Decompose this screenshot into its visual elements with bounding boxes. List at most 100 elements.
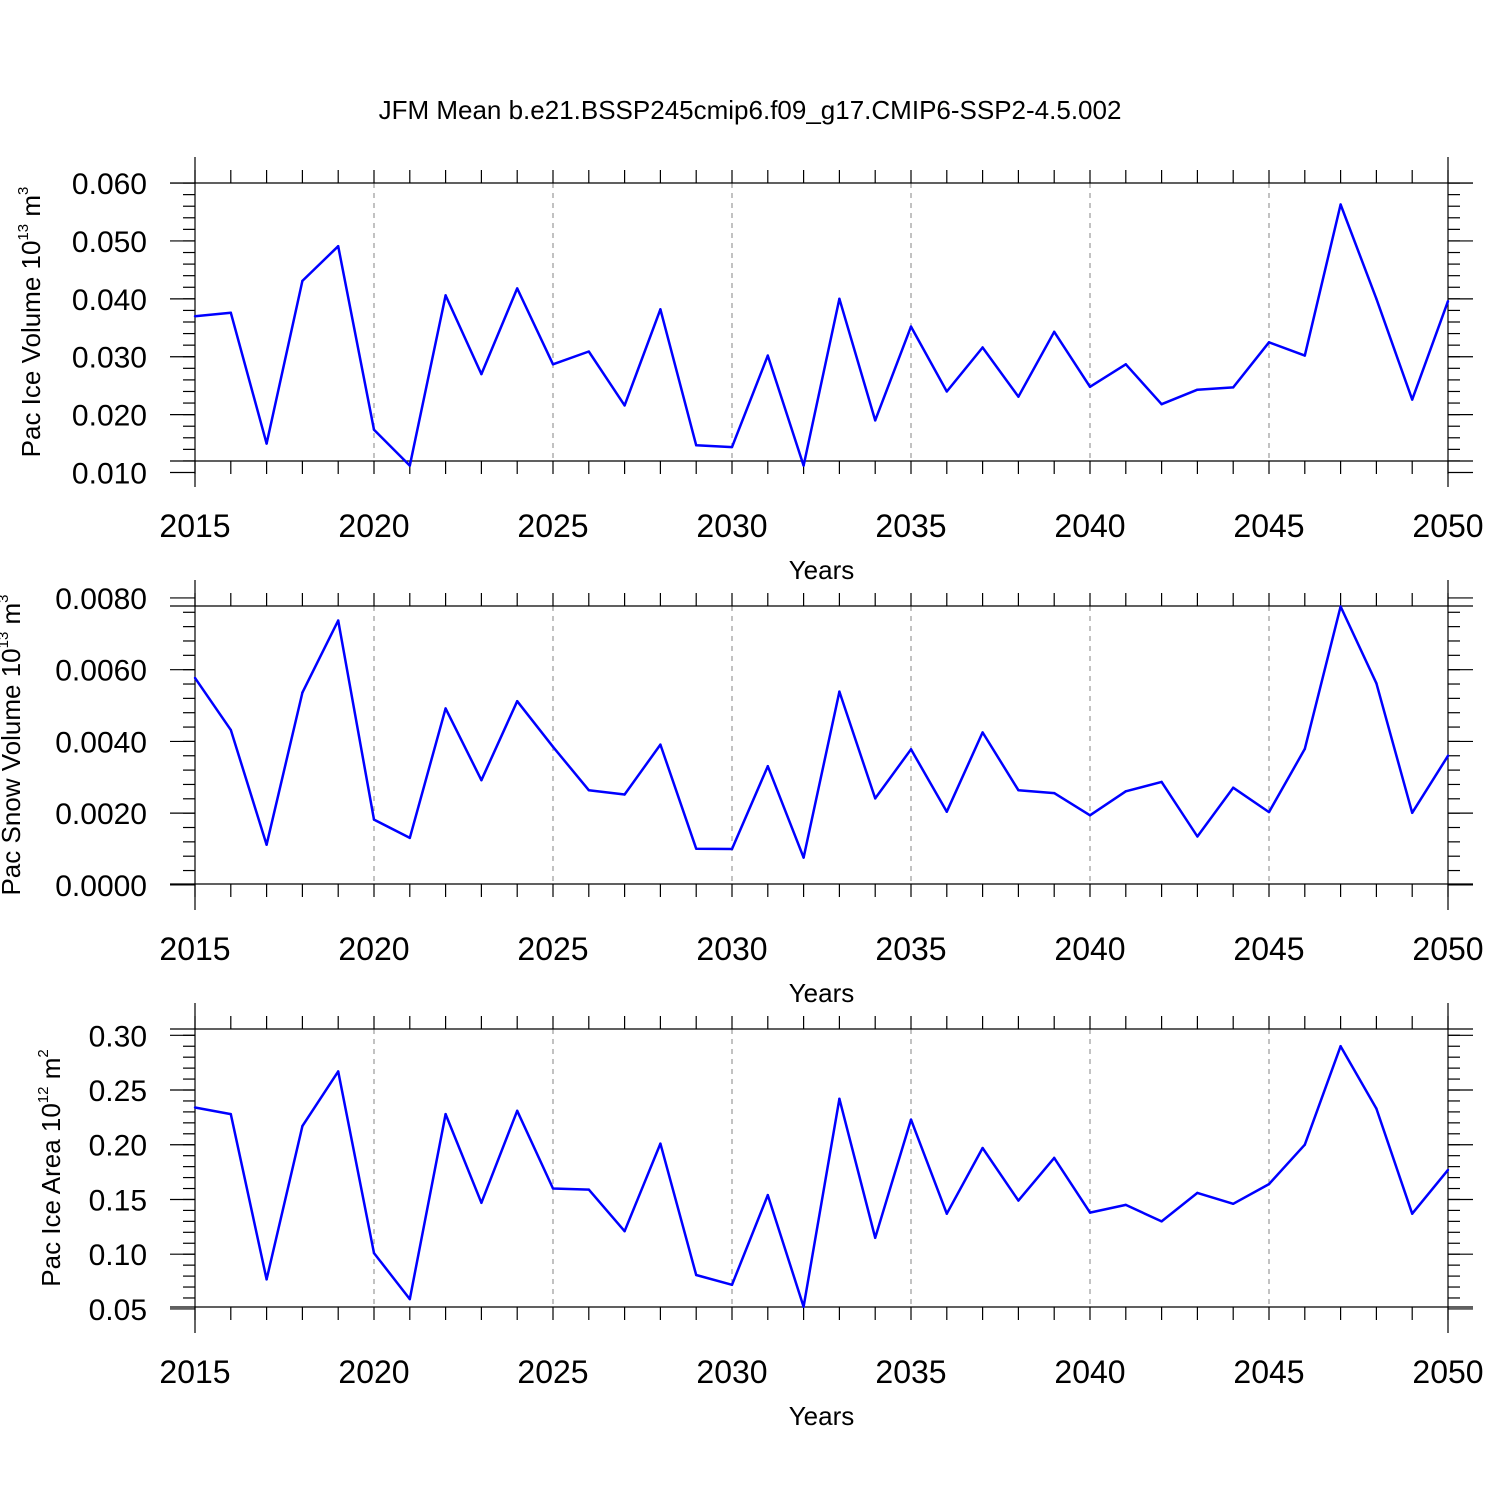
data-point bbox=[802, 464, 805, 467]
data-point bbox=[838, 690, 841, 693]
y-tick-label: 0.040 bbox=[72, 284, 147, 317]
data-point bbox=[1303, 354, 1307, 357]
data-point bbox=[1053, 330, 1056, 334]
panel-3: 0.05 0.10 0.15 0.20 0.25 0.30 2015 2020 2025 2030… bbox=[35, 1003, 1484, 1431]
data-point bbox=[408, 836, 411, 840]
chart-title: JFM Mean b.e21.BSSP245cmip6.f09_g17.CMIP… bbox=[379, 95, 1122, 125]
data-point bbox=[587, 788, 590, 792]
data-point bbox=[909, 325, 913, 328]
x-tick-label: 2025 bbox=[517, 508, 588, 544]
y-axis-title: Pac Ice Area 1012 m2 bbox=[35, 1049, 66, 1286]
x-tick-label: 2030 bbox=[696, 1354, 767, 1390]
y-tick-label: 0.20 bbox=[89, 1130, 147, 1163]
data-point bbox=[1196, 1191, 1199, 1195]
data-point bbox=[193, 1106, 197, 1109]
data-point bbox=[1124, 363, 1128, 366]
y-axis-title-part: Pac Ice Area 10 bbox=[36, 1103, 66, 1287]
data-point bbox=[623, 793, 626, 796]
series-line bbox=[193, 605, 1450, 859]
data-point bbox=[1053, 1156, 1056, 1160]
data-point bbox=[1375, 1107, 1378, 1110]
data-point bbox=[874, 419, 877, 422]
data-point bbox=[265, 843, 268, 846]
data-point bbox=[1375, 682, 1378, 685]
data-point bbox=[1339, 1045, 1342, 1048]
y-tick-label: 0.0060 bbox=[55, 655, 147, 688]
data-point bbox=[1446, 1168, 1450, 1172]
data-point bbox=[1303, 747, 1307, 751]
data-point bbox=[838, 297, 841, 301]
data-point bbox=[1303, 1143, 1307, 1146]
data-point bbox=[1411, 398, 1414, 401]
data-point bbox=[623, 404, 626, 407]
data-point bbox=[766, 1193, 769, 1197]
data-point bbox=[909, 748, 913, 751]
x-tick-label: 2025 bbox=[517, 931, 588, 967]
data-point bbox=[766, 354, 769, 357]
x-tick-label: 2050 bbox=[1412, 1354, 1483, 1390]
y-axis-title-exponent: 3 bbox=[0, 594, 12, 602]
x-tick-label: 2015 bbox=[159, 508, 230, 544]
data-point bbox=[1411, 1212, 1414, 1215]
data-point bbox=[1232, 386, 1235, 389]
series-line bbox=[194, 203, 1450, 467]
data-point bbox=[1124, 790, 1128, 793]
data-point bbox=[981, 1146, 984, 1150]
data-point bbox=[1411, 811, 1414, 814]
y-tick-label: 0.020 bbox=[72, 400, 147, 433]
y-tick-label: 0.0020 bbox=[55, 798, 147, 831]
y-axis-title-part: m bbox=[0, 603, 26, 632]
data-point bbox=[193, 315, 197, 318]
data-point bbox=[372, 428, 376, 431]
x-tick-label: 2035 bbox=[875, 508, 946, 544]
y-tick-label: 0.0040 bbox=[55, 726, 147, 759]
data-point bbox=[1232, 786, 1235, 789]
data-point bbox=[1017, 788, 1020, 792]
x-tick-label: 2050 bbox=[1412, 931, 1483, 967]
data-point bbox=[229, 1112, 232, 1116]
data-point bbox=[337, 1070, 340, 1073]
data-point bbox=[1446, 299, 1450, 303]
data-point bbox=[1088, 1211, 1092, 1214]
x-tick-label: 2045 bbox=[1233, 1354, 1304, 1390]
y-tick-label: 0.25 bbox=[89, 1075, 147, 1108]
data-point bbox=[444, 294, 447, 297]
x-tick-label: 2040 bbox=[1054, 1354, 1125, 1390]
x-tick-label: 2050 bbox=[1412, 508, 1483, 544]
data-point bbox=[659, 743, 662, 746]
data-point bbox=[1196, 388, 1199, 391]
x-tick-label: 2040 bbox=[1054, 508, 1125, 544]
y-axis-title: Pac Ice Volume 1013 m3 bbox=[15, 187, 46, 458]
data-point bbox=[1375, 297, 1378, 301]
y-tick-label: 0.10 bbox=[89, 1239, 147, 1272]
y-tick-label: 0.030 bbox=[72, 342, 147, 375]
data-point bbox=[1160, 1220, 1163, 1223]
x-axis-title: Years bbox=[789, 1401, 855, 1431]
data-point bbox=[337, 244, 340, 248]
data-point bbox=[695, 1273, 698, 1277]
x-axis-title: Years bbox=[789, 978, 855, 1008]
data-point bbox=[1267, 341, 1271, 344]
data-point bbox=[516, 700, 519, 703]
y-tick-label: 0.05 bbox=[89, 1294, 147, 1327]
data-point bbox=[1160, 403, 1163, 406]
data-point bbox=[1339, 203, 1342, 206]
data-point bbox=[874, 797, 877, 800]
data-point bbox=[480, 372, 483, 376]
data-point bbox=[766, 764, 769, 768]
y-tick-label: 0.050 bbox=[72, 226, 147, 259]
y-axis-title: Pac Snow Volume 1013 m3 bbox=[0, 594, 26, 895]
data-point bbox=[730, 445, 734, 449]
x-tick-label: 2020 bbox=[338, 1354, 409, 1390]
data-point bbox=[265, 1278, 268, 1281]
data-point bbox=[695, 444, 698, 447]
x-tick-label: 2035 bbox=[875, 1354, 946, 1390]
y-axis-title-part: m bbox=[16, 195, 46, 224]
x-tick-label: 2030 bbox=[696, 931, 767, 967]
y-axis-title-part: m bbox=[36, 1058, 66, 1087]
data-point bbox=[1053, 791, 1056, 795]
data-point bbox=[372, 1251, 376, 1255]
y-axis-title-exponent: 12 bbox=[35, 1086, 52, 1103]
data-point bbox=[802, 1305, 805, 1308]
